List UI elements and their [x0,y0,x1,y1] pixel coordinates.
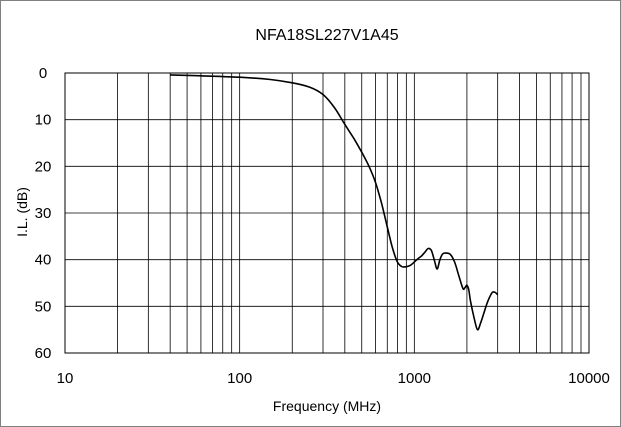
x-tick-label: 1000 [398,370,431,387]
y-axis-label: I.L. (dB) [14,187,30,237]
y-tick-label: 0 [39,65,47,82]
x-axis-label: Frequency (MHz) [273,398,381,414]
y-tick-label: 50 [35,298,52,315]
y-tick-label: 60 [35,345,52,362]
tick-labels: 10 100 1000 10000 0 10 20 30 40 50 60 [35,65,610,387]
chart-title: NFA18SL227V1A45 [255,27,398,44]
y-tick-label: 30 [35,205,52,222]
grid [65,73,589,353]
x-tick-label: 10000 [568,370,610,387]
plot-area [64,72,590,354]
y-tick-label: 40 [35,252,52,269]
y-tick-label: 20 [35,158,52,175]
y-tick-label: 10 [35,112,52,129]
x-tick-label: 100 [227,370,252,387]
series-line [170,74,499,331]
x-tick-label: 10 [57,370,74,387]
